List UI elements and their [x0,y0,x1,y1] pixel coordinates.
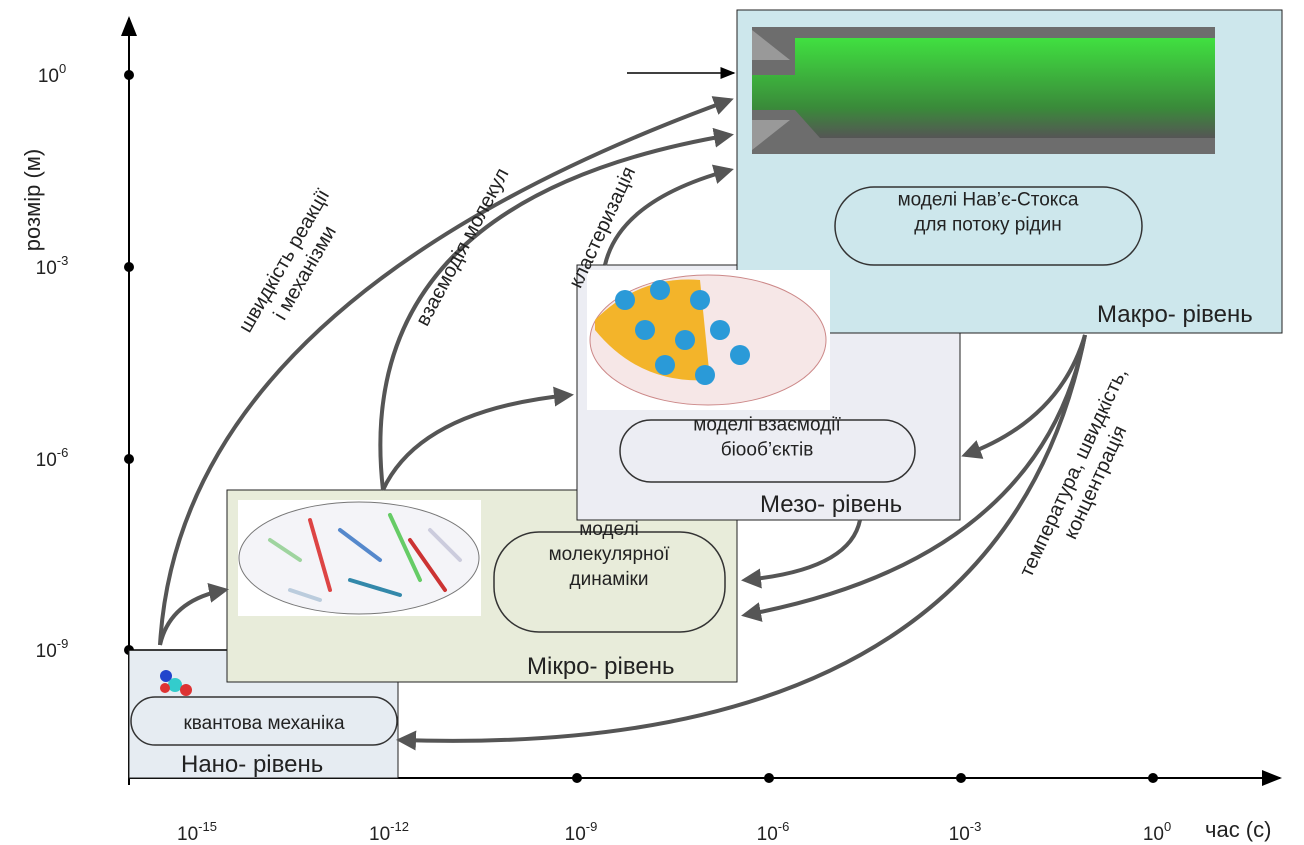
model-label: для потоку рідин [914,215,1062,236]
tick-label: 100 [38,61,66,87]
tick-label: 100 [1143,819,1171,845]
micro-image [238,500,481,616]
tick-base: 10 [36,641,57,662]
tick-base: 10 [36,450,57,471]
tick-label: 10-12 [369,819,409,845]
tick-exp: 0 [59,61,66,76]
macro-image [752,27,1215,154]
x-axis-label: час (с) [1205,817,1271,842]
tick-exp: -12 [390,819,409,834]
arrow-label-line: температура, швидкість, [1016,364,1132,580]
model-label: моделі Нав’є-Стокса [898,190,1079,211]
tick-label: 10-6 [36,445,69,471]
tick-exp: 0 [1164,819,1171,834]
tick-base: 10 [38,66,59,87]
tick-label: 10-6 [757,819,790,845]
model-label: біооб’єктів [721,440,814,461]
model-label: динаміки [570,569,649,590]
tick-base: 10 [369,824,390,845]
tick-label: 10-3 [36,253,69,279]
meso-image [587,270,830,410]
tick-base: 10 [949,824,970,845]
tick-exp: -6 [57,445,69,460]
level-name: Мезо- рівень [760,491,902,518]
tick-exp: -15 [198,819,217,834]
tick-exp: -6 [778,819,790,834]
level-name: Макро- рівень [1097,301,1253,328]
level-name: Мікро- рівень [527,653,674,680]
tick-base: 10 [757,824,778,845]
tick-base: 10 [177,824,198,845]
tick-base: 10 [565,824,586,845]
model-label: моделі взаємодії [693,415,841,436]
tick-label: 10-15 [177,819,217,845]
diagram: розмір (м) час (с) 10-1510-1210-910-610-… [0,0,1304,845]
tick-label: 10-9 [565,819,598,845]
tick-label: 10-3 [949,819,982,845]
level-name: Нано- рівень [181,751,323,778]
tick-exp: -3 [970,819,982,834]
model-label: молекулярної [549,544,670,565]
tick-exp: -9 [57,636,69,651]
tick-base: 10 [1143,824,1164,845]
y-axis-label: розмір (м) [20,149,45,251]
tick-exp: -9 [586,819,598,834]
model-label: моделі [579,519,639,540]
tick-exp: -3 [57,253,69,268]
tick-label: 10-9 [36,636,69,662]
model-label: квантова механіка [183,713,345,734]
tick-base: 10 [36,258,57,279]
